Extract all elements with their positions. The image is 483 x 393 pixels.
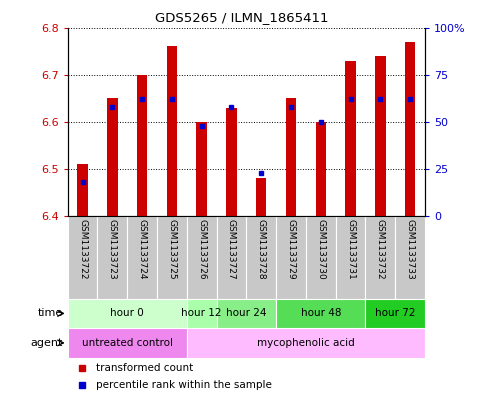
Bar: [366, 216, 395, 299]
Text: GSM1133730: GSM1133730: [316, 219, 325, 279]
Bar: [315, 122, 326, 216]
Text: GSM1133725: GSM1133725: [168, 219, 176, 279]
Bar: [68, 328, 187, 358]
Bar: [256, 178, 267, 216]
Bar: [187, 299, 216, 328]
Bar: [246, 216, 276, 299]
Bar: [197, 122, 207, 216]
Bar: [395, 216, 425, 299]
Text: GSM1133726: GSM1133726: [197, 219, 206, 279]
Text: GSM1133724: GSM1133724: [138, 219, 146, 279]
Bar: [226, 108, 237, 216]
Text: GSM1133729: GSM1133729: [286, 219, 296, 279]
Text: GSM1133732: GSM1133732: [376, 219, 385, 279]
Text: percentile rank within the sample: percentile rank within the sample: [96, 380, 272, 390]
Bar: [187, 216, 216, 299]
Text: GSM1133727: GSM1133727: [227, 219, 236, 279]
Text: hour 0: hour 0: [110, 309, 144, 318]
Bar: [216, 216, 246, 299]
Bar: [336, 216, 366, 299]
Bar: [167, 46, 177, 216]
Bar: [127, 216, 157, 299]
Text: GSM1133733: GSM1133733: [406, 219, 414, 279]
Bar: [187, 328, 425, 358]
Text: mycophenolic acid: mycophenolic acid: [257, 338, 355, 348]
Bar: [137, 75, 147, 216]
Bar: [216, 299, 276, 328]
Bar: [366, 299, 425, 328]
Bar: [157, 216, 187, 299]
Text: GSM1133722: GSM1133722: [78, 219, 87, 279]
Bar: [276, 216, 306, 299]
Bar: [68, 299, 187, 328]
Bar: [306, 216, 336, 299]
Text: hour 24: hour 24: [226, 309, 267, 318]
Text: agent: agent: [30, 338, 63, 348]
Text: untreated control: untreated control: [82, 338, 173, 348]
Bar: [68, 216, 98, 299]
Bar: [98, 216, 127, 299]
Bar: [276, 299, 366, 328]
Text: GSM1133728: GSM1133728: [257, 219, 266, 279]
Text: GSM1133731: GSM1133731: [346, 219, 355, 279]
Bar: [375, 56, 385, 216]
Bar: [286, 98, 296, 216]
Text: transformed count: transformed count: [96, 362, 194, 373]
Text: time: time: [38, 309, 63, 318]
Text: GDS5265 / ILMN_1865411: GDS5265 / ILMN_1865411: [155, 11, 328, 24]
Text: hour 48: hour 48: [300, 309, 341, 318]
Bar: [405, 42, 415, 216]
Bar: [107, 98, 117, 216]
Text: hour 12: hour 12: [182, 309, 222, 318]
Bar: [345, 61, 356, 216]
Bar: [77, 164, 88, 216]
Text: GSM1133723: GSM1133723: [108, 219, 117, 279]
Text: hour 72: hour 72: [375, 309, 415, 318]
